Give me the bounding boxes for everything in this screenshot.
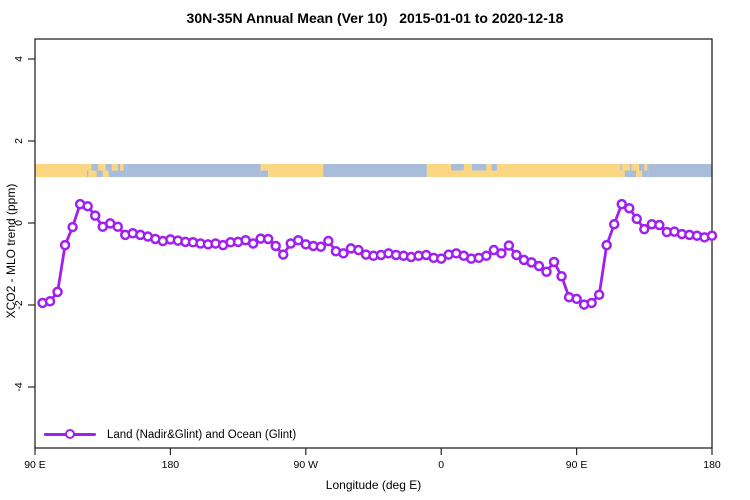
xco2-data-point: [82, 200, 93, 212]
band-overlay-japan-islands-2: [636, 170, 643, 178]
y-tick-label: -4: [13, 382, 25, 391]
band-overlay-japan-islands: [86, 163, 92, 171]
xco2-data-point: [533, 260, 545, 272]
plot-border: [34, 38, 713, 449]
band-overlay-california-coast: [260, 163, 269, 171]
xco2-data-point: [654, 219, 665, 231]
legend-circle-icon: [65, 429, 75, 439]
xco2-data-point: [293, 234, 304, 246]
xco2-data-point: [556, 271, 567, 282]
xco2-data-point: [481, 250, 492, 262]
xco2-data-point: [247, 238, 259, 249]
band-segment-north-america: [268, 163, 324, 178]
xco2-data-point: [112, 221, 123, 232]
xco2-data-point: [706, 230, 718, 241]
xco2-data-point: [639, 223, 650, 235]
band-overlay-mediterranean: [450, 163, 464, 171]
xco2-data-point: [323, 235, 334, 247]
legend-line-circle-marker: [44, 427, 96, 442]
legend: Land (Nadir&Glint) and Ocean (Glint): [44, 427, 296, 442]
xco2-data-point: [89, 210, 101, 221]
x-tick-label: 180: [703, 459, 721, 471]
band-segment-atlantic: [323, 163, 427, 178]
xco2-data-point: [601, 239, 612, 251]
chart-title: 30N-35N Annual Mean (Ver 10) 2015-01-01 …: [186, 10, 564, 26]
legend-label: Land (Nadir&Glint) and Ocean (Glint): [107, 428, 297, 441]
y-tick-label: -2: [13, 300, 25, 309]
xco2-data-point: [338, 248, 349, 259]
xco2-data-point: [52, 286, 63, 298]
band-segment-asia-land: [35, 163, 87, 178]
xco2-data-point: [435, 253, 447, 264]
band-overlay-japan-islands: [111, 163, 118, 171]
x-tick-label: 90 W: [294, 459, 319, 471]
y-tick-label: 2: [13, 138, 25, 144]
band-overlay-mediterranean: [491, 163, 497, 171]
xco2-data-point: [624, 202, 635, 214]
band-overlay-japan-islands-2: [620, 170, 625, 178]
xco2-data-point: [586, 297, 597, 309]
x-axis-title: Longitude (deg E): [325, 478, 422, 492]
xco2-data-point: [593, 289, 605, 300]
xco2-data-point: [616, 198, 627, 210]
y-tick-label: 0: [13, 220, 25, 226]
xco2-data-point: [270, 240, 281, 252]
xco2-data-point: [315, 241, 327, 253]
xco2-data-point: [496, 248, 507, 259]
band-overlay-japan-islands: [88, 170, 97, 178]
xco2-data-point: [608, 218, 620, 230]
x-tick-label: 0: [438, 459, 444, 471]
xco2-data-point: [503, 240, 515, 251]
xco2-data-point: [262, 233, 274, 245]
xco2-data-point: [44, 296, 56, 307]
band-overlay-japan-islands-2: [621, 163, 631, 171]
band-overlay-japan-islands: [102, 170, 109, 178]
xco2-data-point: [631, 213, 643, 225]
band-overlay-japan-islands: [98, 163, 106, 171]
xco2-data-point: [59, 239, 71, 251]
band-segment-pacific: [126, 163, 261, 178]
xco2-data-point: [511, 249, 522, 261]
xco2-data-point: [67, 221, 78, 233]
y-axis-title: XCO2 - MLO trend (ppm): [4, 183, 18, 319]
band-overlay-japan-islands-2: [644, 163, 648, 171]
y-tick-label: 4: [13, 56, 25, 62]
xco2-data-point: [353, 244, 364, 256]
xco2-data-point: [571, 293, 582, 305]
x-tick-label: 180: [162, 459, 180, 471]
xco2-data-point: [548, 256, 560, 268]
band-overlay-japan-islands: [120, 163, 124, 171]
x-tick-label: 90 E: [24, 459, 46, 471]
xco2-data-point: [541, 266, 552, 278]
band-segment-middle-east-asia: [496, 163, 621, 178]
band-overlay-japan-islands-2: [631, 163, 640, 171]
x-tick-label: 90 E: [566, 459, 588, 471]
band-segment-pacific-2: [648, 163, 712, 178]
xco2-data-point: [277, 249, 289, 260]
band-overlay-mediterranean: [472, 163, 487, 171]
